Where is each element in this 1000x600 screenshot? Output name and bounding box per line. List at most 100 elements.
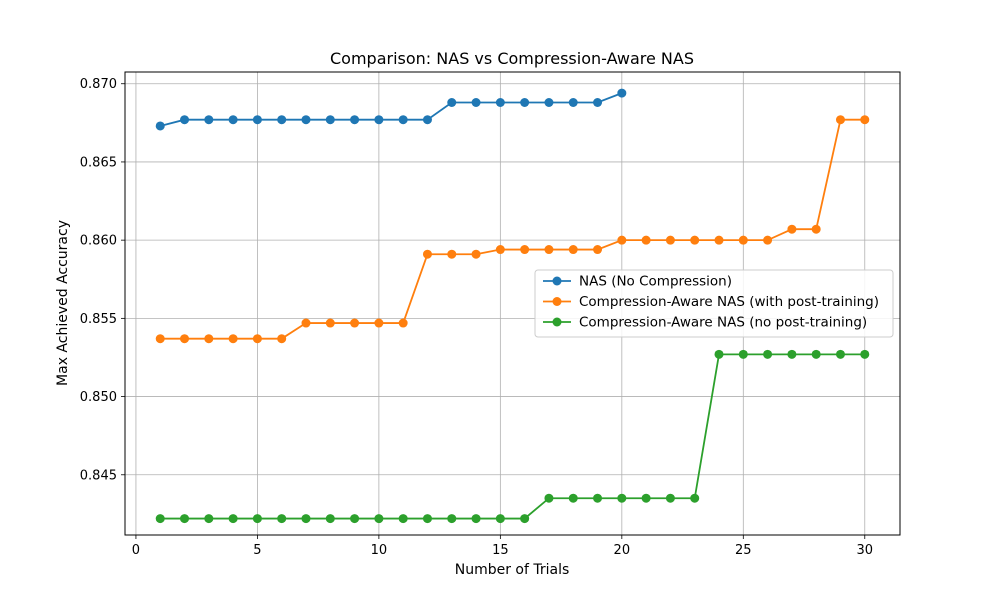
data-point (447, 98, 457, 108)
data-point (422, 249, 432, 259)
data-point (568, 493, 578, 503)
legend-label: NAS (No Compression) (579, 274, 732, 290)
series-3 (155, 349, 870, 524)
x-tick-label: 25 (735, 543, 752, 558)
data-point (811, 224, 821, 234)
data-point (350, 318, 360, 328)
data-point (374, 115, 384, 125)
data-point (763, 349, 773, 359)
data-point (738, 235, 748, 245)
data-point (544, 245, 554, 255)
legend-item: Compression-Aware NAS (no post-training) (543, 315, 867, 331)
data-point (544, 98, 554, 108)
data-point (180, 115, 190, 125)
data-point (593, 98, 603, 108)
data-point (252, 514, 262, 524)
y-axis: 0.845 0.850 0.855 0.860 0.865 0.870 (80, 77, 125, 483)
data-point (204, 334, 214, 344)
data-point (787, 224, 797, 234)
legend-marker (552, 317, 562, 327)
data-point (617, 493, 627, 503)
data-point (301, 115, 311, 125)
y-tick-label: 0.865 (80, 155, 117, 170)
data-point (398, 115, 408, 125)
data-point (568, 98, 578, 108)
data-point (325, 115, 335, 125)
x-tick-label: 20 (614, 543, 631, 558)
data-point (180, 334, 190, 344)
data-point (520, 245, 530, 255)
y-tick-label: 0.850 (80, 390, 117, 405)
data-point (860, 349, 870, 359)
data-point (350, 115, 360, 125)
data-point (277, 115, 287, 125)
legend-label: Compression-Aware NAS (with post-trainin… (579, 294, 879, 310)
series-2 (155, 115, 870, 344)
data-point (155, 514, 165, 524)
data-point (325, 514, 335, 524)
data-point (738, 349, 748, 359)
data-point (228, 514, 238, 524)
data-point (252, 115, 262, 125)
data-point (155, 334, 165, 344)
data-point (495, 98, 505, 108)
data-point (665, 493, 675, 503)
legend-item: NAS (No Compression) (543, 274, 732, 290)
data-point (568, 245, 578, 255)
x-tick-label: 15 (492, 543, 509, 558)
data-point (398, 318, 408, 328)
data-point (422, 115, 432, 125)
data-point (835, 115, 845, 125)
data-point (301, 318, 311, 328)
data-point (277, 514, 287, 524)
x-axis-label: Number of Trials (455, 562, 570, 578)
series-group (155, 88, 870, 524)
data-point (228, 115, 238, 125)
data-point (714, 235, 724, 245)
data-point (495, 514, 505, 524)
data-point (690, 493, 700, 503)
y-axis-label: Max Achieved Accuracy (55, 220, 71, 386)
data-point (204, 514, 214, 524)
data-point (787, 349, 797, 359)
data-point (617, 88, 627, 98)
legend-marker (552, 276, 562, 286)
x-tick-label: 10 (371, 543, 388, 558)
data-point (374, 514, 384, 524)
data-point (447, 514, 457, 524)
data-point (422, 514, 432, 524)
x-tick-label: 0 (132, 543, 140, 558)
chart-title: Comparison: NAS vs Compression-Aware NAS (330, 49, 694, 68)
data-point (447, 249, 457, 259)
legend-marker (552, 297, 562, 306)
legend: NAS (No Compression) Compression-Aware NA… (534, 269, 894, 338)
data-point (835, 349, 845, 359)
data-point (471, 249, 481, 259)
data-point (520, 98, 530, 108)
data-point (252, 334, 262, 344)
data-point (593, 493, 603, 503)
data-point (471, 98, 481, 108)
data-point (277, 334, 287, 344)
data-point (714, 349, 724, 359)
data-point (471, 514, 481, 524)
data-point (544, 493, 554, 503)
data-point (641, 493, 651, 503)
data-point (204, 115, 214, 125)
legend-item: Compression-Aware NAS (with post-trainin… (543, 294, 879, 310)
data-point (617, 235, 627, 245)
data-point (593, 245, 603, 255)
data-point (641, 235, 651, 245)
series-1 (155, 88, 627, 131)
data-point (495, 245, 505, 255)
data-point (350, 514, 360, 524)
data-point (301, 514, 311, 524)
x-tick-label: 30 (856, 543, 873, 558)
data-point (811, 349, 821, 359)
y-tick-label: 0.870 (80, 77, 117, 92)
data-point (763, 235, 773, 245)
x-axis: 0 5 10 15 20 25 30 (132, 535, 873, 558)
data-point (228, 334, 238, 344)
y-tick-label: 0.845 (80, 468, 117, 483)
